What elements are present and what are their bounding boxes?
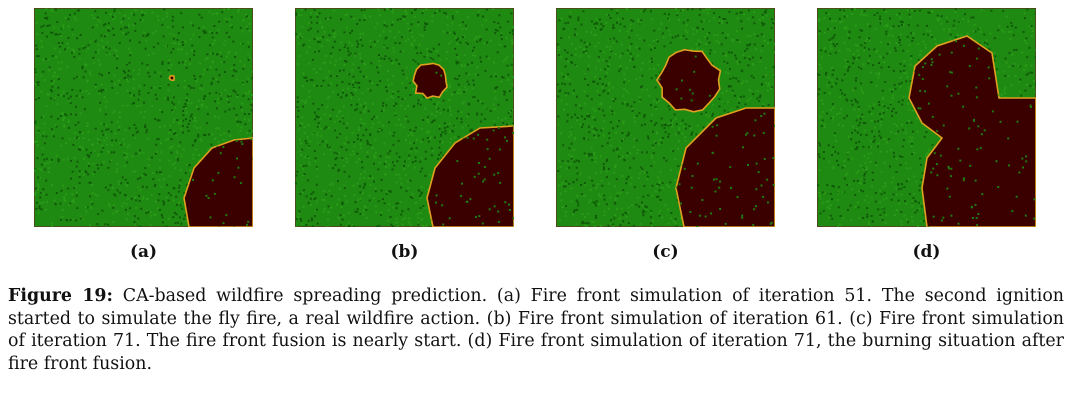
sublabel-d: (d) — [912, 242, 941, 262]
panel-d — [817, 8, 1036, 227]
fire-simulation-d — [817, 8, 1036, 227]
fire-simulation-b — [295, 8, 514, 227]
figure-caption: Figure 19: CA-based wildfire spreading p… — [8, 285, 1064, 375]
figure-caption-text: CA-based wildfire spreading prediction. … — [8, 286, 1064, 374]
sublabel-a: (a) — [129, 242, 158, 262]
sublabel-b: (b) — [390, 242, 419, 262]
panel-b — [295, 8, 514, 227]
figure-label: Figure 19: — [8, 286, 113, 306]
fire-simulation-a — [34, 8, 253, 227]
sublabel-c: (c) — [652, 242, 679, 262]
panel-a — [34, 8, 253, 227]
fire-simulation-c — [556, 8, 775, 227]
panel-c — [556, 8, 775, 227]
